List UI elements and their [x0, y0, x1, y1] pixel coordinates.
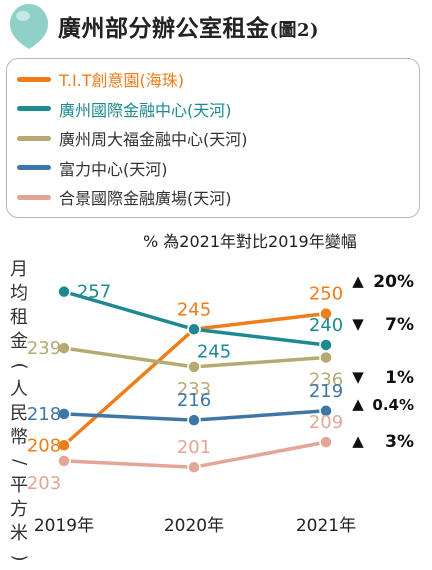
- change-value: 1%: [385, 368, 414, 388]
- data-label: 240: [309, 315, 343, 336]
- change-arrow: ▲: [352, 432, 364, 450]
- legend-swatch: [17, 76, 51, 82]
- legend-label: 合景國際金融廣場(天河): [59, 189, 232, 208]
- chart-title: 廣州部分辦公室租金(圖2): [58, 9, 319, 43]
- chart-title-main: 廣州部分辦公室租金: [58, 15, 270, 42]
- data-point: [187, 322, 201, 337]
- y-axis-label-char: 民: [10, 403, 28, 424]
- data-label: 216: [177, 390, 211, 411]
- legend-label: 廣州國際金融中心(天河): [59, 100, 232, 120]
- data-label: 201: [177, 437, 211, 458]
- data-label: 218: [27, 404, 61, 425]
- legend-swatch: [17, 165, 51, 170]
- legend-swatch: [17, 135, 51, 141]
- y-axis-label-char: 租: [10, 307, 28, 328]
- legend-item: 合景國際金融廣場(天河): [17, 183, 232, 211]
- data-point: [187, 460, 201, 474]
- y-axis-label-char: 方: [10, 499, 28, 520]
- data-label: 245: [197, 341, 231, 362]
- title-bar: 廣州部分辦公室租金(圖2): [0, 0, 432, 52]
- legend-item: 廣州國際金融中心(天河): [17, 95, 232, 123]
- change-value: 0.4%: [372, 396, 414, 414]
- line-chart: 208 245 250 ▲ 20% 257 245 240 ▼ 7% 239 233 236 ▼ 1% 218…: [27, 272, 414, 536]
- data-point: [187, 360, 201, 374]
- data-point: [57, 438, 71, 453]
- data-label: 203: [27, 473, 61, 494]
- y-axis-label-char: 月: [10, 259, 28, 280]
- change-arrow: ▼: [352, 315, 364, 333]
- data-label: 257: [77, 282, 111, 303]
- change-value: 7%: [385, 315, 414, 335]
- legend-label: 廣州周大福金融中心(天河): [59, 130, 248, 149]
- data-label: 236: [309, 369, 343, 390]
- figure-tag: (圖2): [269, 20, 320, 41]
- data-point: [57, 284, 71, 299]
- y-axis-label-char: 人: [10, 379, 28, 400]
- legend-swatch: [17, 194, 51, 200]
- x-tick-label: 2019年: [34, 516, 94, 536]
- data-point: [319, 306, 333, 321]
- data-label: 250: [309, 284, 343, 305]
- data-label: 208: [27, 435, 61, 456]
- data-point: [187, 413, 201, 427]
- pin-icon: [10, 4, 48, 49]
- data-point: [57, 341, 71, 355]
- legend-label: 富力中心(天河): [59, 159, 168, 179]
- data-label: 219: [309, 381, 343, 402]
- y-axis-label: 月均租金(人民幣 / 平方米): [7, 258, 31, 570]
- change-value: 3%: [385, 432, 414, 452]
- y-axis-label-char: 幣: [10, 427, 28, 448]
- change-value: 20%: [373, 272, 414, 292]
- data-point: [319, 350, 333, 365]
- y-axis-label-char: 米: [10, 523, 28, 544]
- data-point: [319, 404, 333, 418]
- x-tick-label: 2021年: [296, 516, 356, 536]
- data-point: [57, 454, 71, 468]
- data-label: 209: [309, 412, 343, 433]
- data-label: 239: [27, 338, 61, 359]
- legend-item: 富力中心(天河): [17, 154, 168, 182]
- change-arrow: ▲: [352, 395, 364, 413]
- y-axis-label-char: 金: [10, 331, 28, 352]
- data-point: [319, 435, 333, 449]
- legend: T.I.T創意園(海珠) 廣州國際金融中心(天河) 廣州周大福金融中心(天河) 富力中…: [6, 58, 420, 218]
- legend-item: T.I.T創意園(海珠): [17, 65, 184, 93]
- legend-swatch: [17, 106, 51, 111]
- y-axis-label-char: 均: [10, 283, 28, 304]
- data-point: [319, 338, 333, 352]
- change-arrow: ▼: [352, 368, 364, 386]
- change-arrow: ▲: [352, 272, 364, 290]
- chart-subtitle: % 為2021年對比2019年變幅: [143, 232, 357, 251]
- data-point: [57, 407, 71, 421]
- data-label: 245: [177, 299, 211, 320]
- legend-item: 廣州周大福金融中心(天河): [17, 124, 248, 152]
- y-axis-label-char: ): [9, 554, 30, 562]
- x-tick-label: 2020年: [164, 516, 224, 536]
- y-axis-label-char: 平: [10, 475, 28, 496]
- data-label: 233: [177, 379, 211, 400]
- legend-label: T.I.T創意園(海珠): [59, 71, 185, 90]
